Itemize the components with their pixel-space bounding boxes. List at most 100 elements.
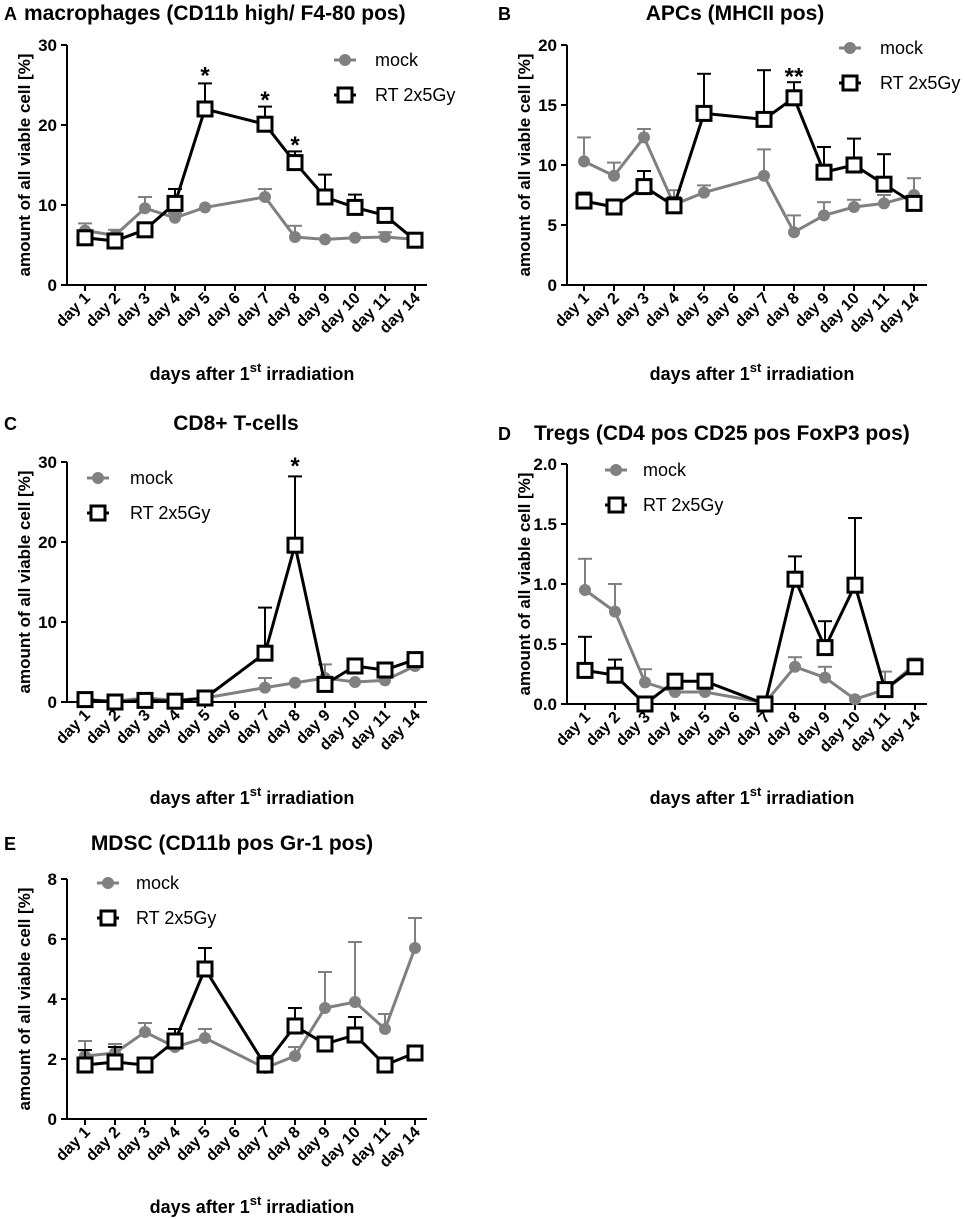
data-point	[166, 194, 184, 212]
chart-title: MDSC (CD11b pos Gr-1 pos)	[91, 832, 373, 855]
data-point	[139, 202, 151, 215]
legend-label: RT 2x5Gy	[136, 908, 216, 928]
legend-label: mock	[375, 50, 419, 70]
data-point	[349, 676, 361, 688]
data-point	[376, 1056, 394, 1074]
y-axis-label: amount of all viable cell [%]	[515, 54, 534, 277]
data-point	[316, 1035, 334, 1053]
y-tick-label: 8	[48, 870, 57, 889]
data-point	[786, 570, 804, 588]
panel-d: D Tregs (CD4 pos CD25 pos FoxP3 pos) 0.0 0.…	[498, 422, 927, 808]
data-point	[169, 211, 181, 224]
data-point	[636, 695, 654, 713]
y-tick-label: 0.0	[533, 695, 557, 714]
legend-marker	[339, 54, 351, 66]
data-point	[139, 1026, 151, 1038]
data-point	[319, 233, 331, 246]
data-point	[286, 1017, 304, 1035]
data-point	[106, 232, 124, 250]
data-point	[755, 110, 773, 128]
data-point	[196, 100, 214, 118]
data-point	[849, 693, 861, 706]
y-tick-label: 6	[48, 930, 57, 949]
significance-marker: *	[290, 453, 300, 480]
data-point	[259, 191, 271, 203]
data-point	[816, 639, 834, 657]
data-point	[876, 681, 894, 699]
data-point	[695, 104, 713, 122]
x-axis-label: days after 1st irradiation	[150, 360, 355, 384]
legend-label: RT 2x5Gy	[130, 503, 210, 523]
data-point	[136, 221, 154, 239]
x-axis-label-sup: st	[250, 360, 262, 375]
y-tick-label: 2.0	[533, 455, 557, 474]
y-tick-label: 0	[48, 1110, 57, 1129]
y-axis-label: amount of all viable cell [%]	[15, 54, 34, 277]
x-axis-label-prefix: days after 1	[150, 364, 250, 384]
data-point	[639, 676, 651, 689]
series-line	[84, 107, 416, 243]
panel-letter: A	[4, 4, 17, 24]
legend-label: RT 2x5Gy	[880, 73, 960, 93]
significance-marker: *	[290, 132, 300, 159]
y-tick-label: 20	[538, 36, 557, 55]
series-line	[584, 588, 916, 705]
legend-marker	[610, 464, 622, 476]
x-axis-label-sup: st	[250, 784, 262, 799]
series-line	[584, 574, 916, 707]
data-point	[166, 1032, 184, 1050]
data-point	[609, 605, 621, 618]
legend-label: mock	[880, 38, 924, 58]
x-axis-label-sup: st	[250, 1193, 262, 1208]
y-tick-label: 20	[38, 116, 57, 135]
data-point	[635, 178, 653, 196]
data-point	[875, 175, 893, 193]
data-point	[289, 1050, 301, 1062]
data-point	[196, 689, 214, 707]
data-point	[346, 657, 364, 675]
y-tick-label: 0	[548, 276, 557, 295]
x-axis-label-suffix: irradiation	[261, 1197, 354, 1217]
data-point	[789, 660, 801, 673]
x-axis-label-prefix: days after 1	[150, 1197, 250, 1217]
data-point	[166, 692, 184, 710]
data-point	[76, 1056, 94, 1074]
y-tick-label: 30	[38, 36, 57, 55]
data-point	[289, 231, 301, 243]
x-axis-label-sup: st	[750, 360, 762, 375]
y-tick-label: 20	[38, 533, 57, 552]
y-tick-label: 0	[48, 693, 57, 712]
panel-letter: E	[4, 834, 16, 854]
significance-marker: **	[785, 64, 804, 91]
x-axis-label-sup: st	[750, 784, 762, 799]
y-tick-label: 10	[38, 196, 57, 215]
y-tick-label: 5	[548, 216, 557, 235]
chart-title: APCs (MHCII pos)	[646, 2, 825, 25]
data-point	[319, 1002, 331, 1014]
data-point	[316, 675, 334, 693]
y-tick-label: 30	[38, 453, 57, 472]
data-point	[848, 201, 860, 213]
legend-marker	[99, 909, 117, 927]
data-point	[409, 942, 421, 954]
data-point	[905, 194, 923, 212]
data-point	[698, 186, 710, 199]
data-point	[286, 536, 304, 554]
x-axis-label-suffix: irradiation	[761, 788, 854, 808]
data-point	[376, 206, 394, 224]
legend-marker	[841, 74, 859, 92]
data-point	[286, 154, 304, 172]
data-point	[846, 576, 864, 594]
series-rt	[76, 475, 424, 711]
data-point	[578, 155, 590, 168]
y-tick-label: 4	[48, 990, 58, 1009]
legend-label: RT 2x5Gy	[375, 85, 455, 105]
series-rt	[76, 82, 424, 250]
data-point	[756, 695, 774, 713]
x-axis-label-prefix: days after 1	[150, 788, 250, 808]
data-point	[878, 197, 890, 210]
x-axis-label-prefix: days after 1	[650, 364, 750, 384]
legend-label: mock	[643, 460, 687, 480]
